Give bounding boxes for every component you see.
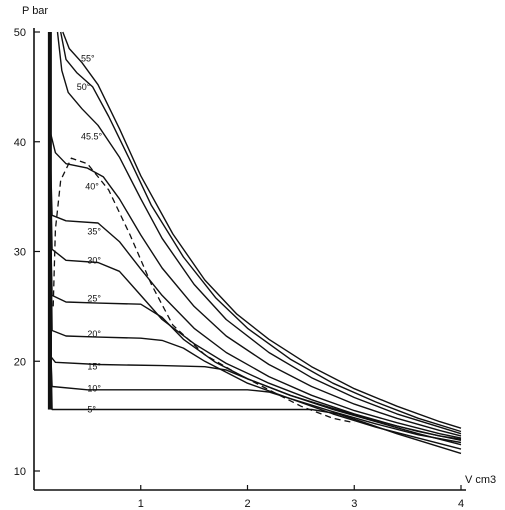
isotherm-label: 35°: [87, 227, 101, 237]
isotherm-30-line: [48, 31, 462, 440]
y-tick-label: 20: [14, 356, 26, 368]
isotherm-label: 45.5°: [81, 131, 103, 141]
x-tick-label: 3: [351, 498, 357, 510]
isotherm-labels: 5° 10° 15° 20° 25° 30° 35° 40° 45.5° 50° 55°: [77, 53, 103, 414]
x-axis-title: V cm3: [465, 474, 496, 486]
axes: P bar V cm3: [22, 5, 496, 491]
isotherm-label: 25°: [87, 294, 101, 304]
isotherm-label: 15°: [87, 362, 101, 372]
isotherm-label: 30°: [87, 255, 101, 265]
y-tick-label: 50: [14, 27, 26, 39]
isotherm-50-line: [60, 31, 462, 433]
isotherm-25-line: [48, 31, 462, 441]
isotherm-label: 5°: [87, 405, 96, 415]
ticks: 1 2 3 4 10 20 30 40 50: [14, 27, 464, 510]
saturation-dome-dashed-line: [52, 157, 355, 424]
isotherm-label: 55°: [81, 53, 95, 63]
isotherm-curves: [47, 31, 462, 455]
y-tick-label: 40: [14, 137, 26, 149]
x-tick-label: 4: [458, 498, 464, 510]
isotherm-40-line: [48, 31, 462, 437]
x-tick-label: 2: [244, 498, 250, 510]
isotherm-label: 40°: [85, 182, 99, 192]
isotherm-label: 50°: [77, 82, 91, 92]
x-tick-label: 1: [138, 498, 144, 510]
y-axis-title: P bar: [22, 5, 48, 17]
isotherm-20-line: [48, 31, 462, 444]
y-tick-label: 10: [14, 466, 26, 478]
y-tick-label: 30: [14, 247, 26, 259]
isotherm-55-line: [62, 31, 462, 429]
isotherm-label: 20°: [87, 329, 101, 339]
isotherm-label: 10°: [87, 384, 101, 394]
isotherm-45.5-line: [56, 31, 462, 435]
liquid-branch-line: [47, 32, 52, 410]
isotherm-35-line: [48, 31, 462, 439]
